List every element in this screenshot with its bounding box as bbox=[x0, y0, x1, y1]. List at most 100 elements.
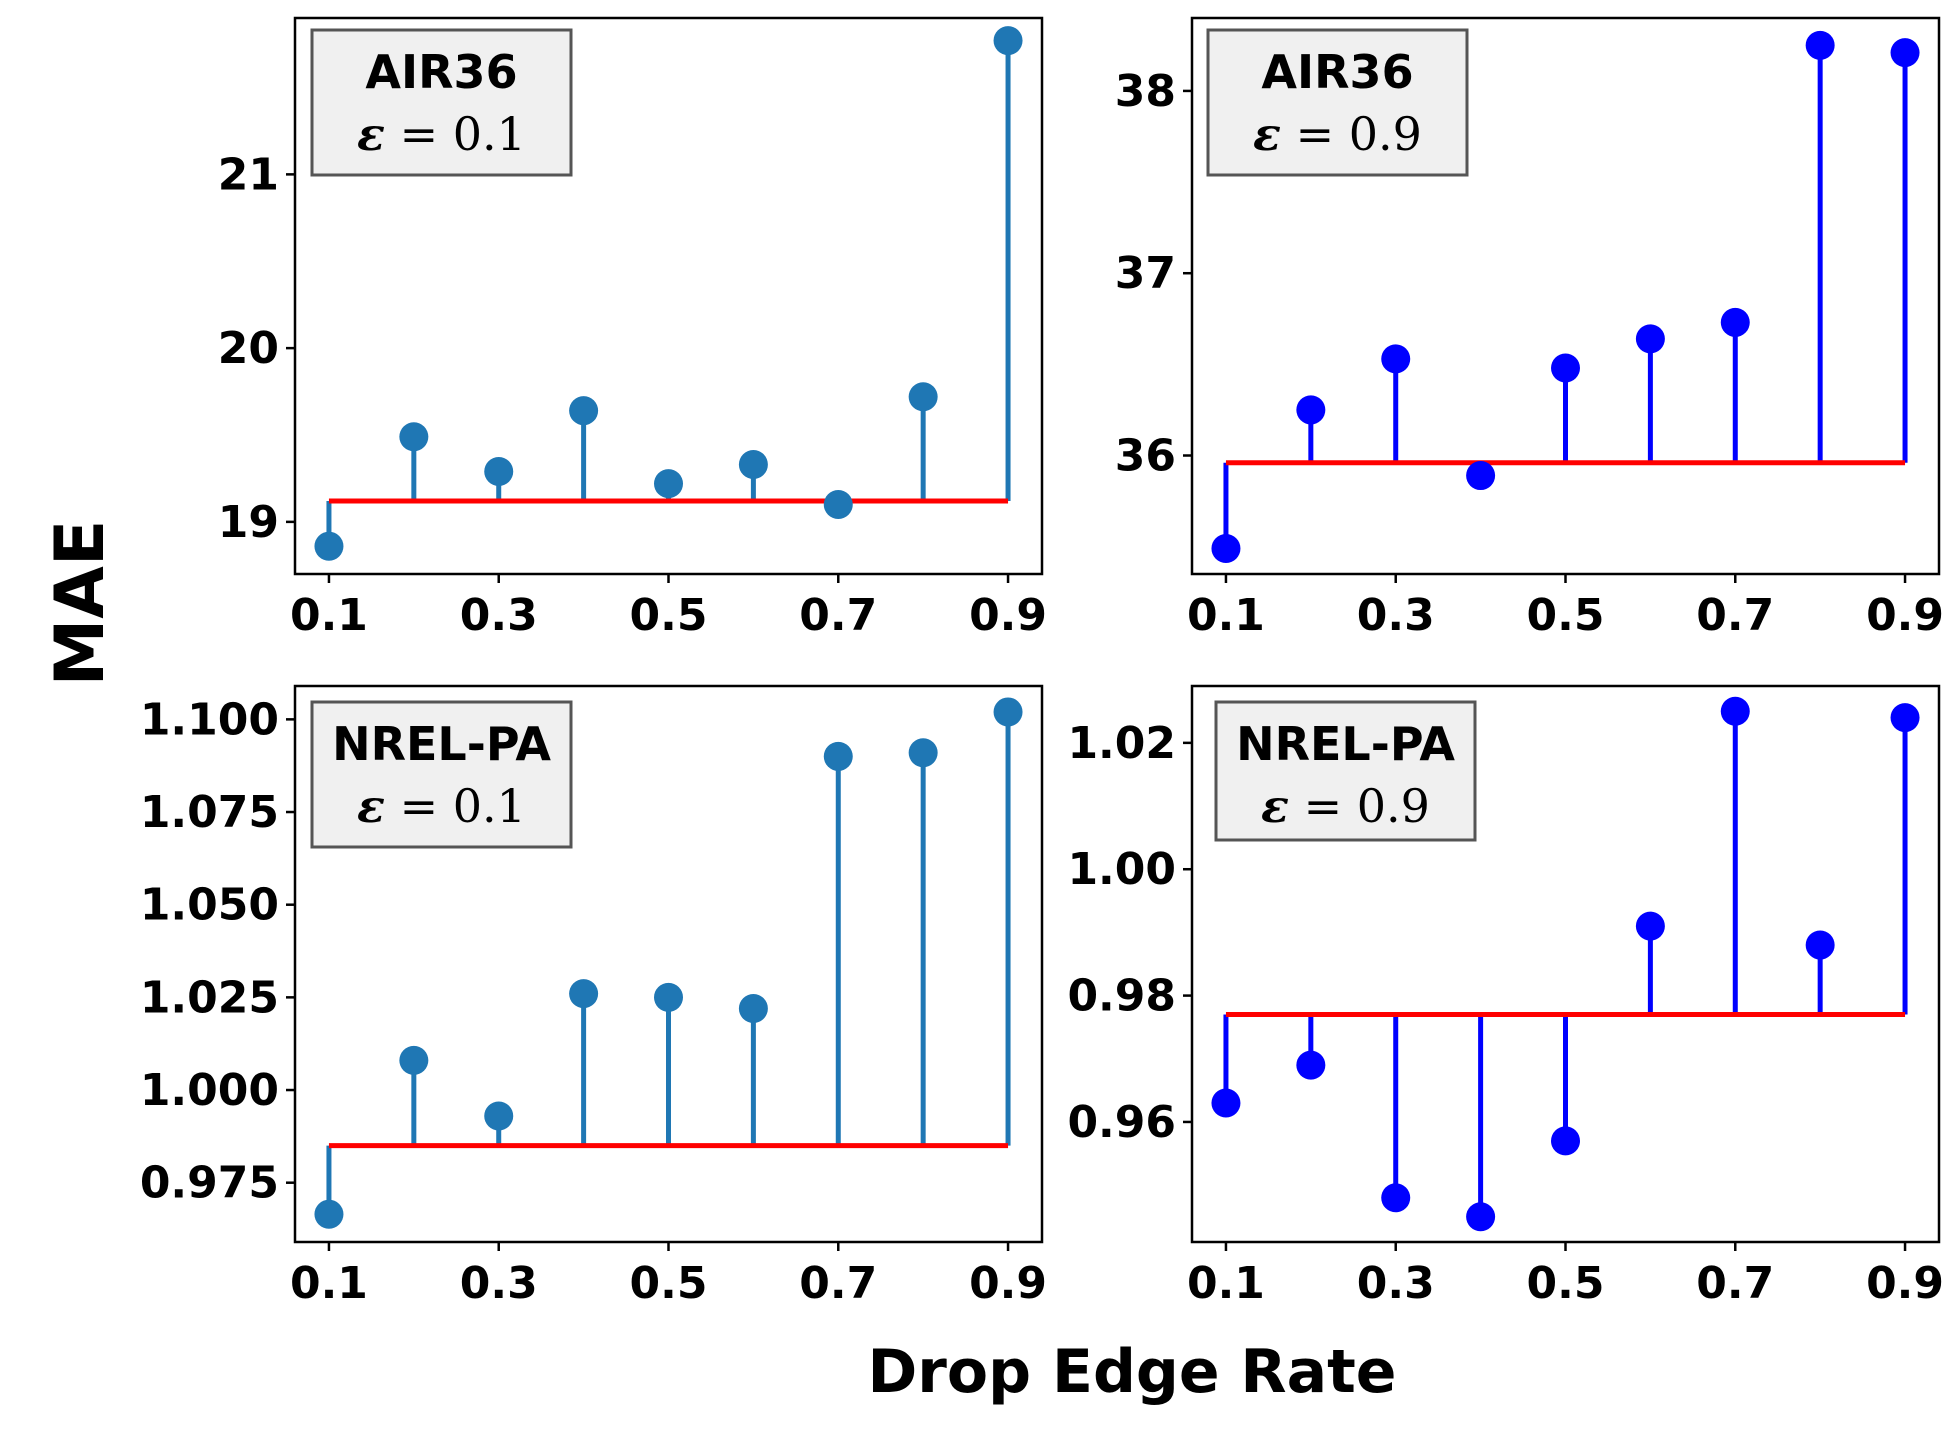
y-tick-label: 1.025 bbox=[140, 972, 279, 1023]
x-tick-label: 0.1 bbox=[290, 590, 368, 641]
y-tick-label: 1.100 bbox=[140, 694, 279, 745]
figure-x-label: Drop Edge Rate bbox=[868, 1337, 1397, 1407]
y-tick-label: 20 bbox=[218, 323, 279, 374]
x-tick-label: 0.5 bbox=[630, 1258, 708, 1309]
stem-marker bbox=[908, 382, 938, 412]
x-tick-label: 0.9 bbox=[969, 1258, 1047, 1309]
panel-4: 0.1 0.3 0.5 0.7 0.9 0.96 0.98 1.00 1.02 NREL-PA ε … bbox=[1067, 684, 1944, 1309]
epsilon-value: = 0.1 bbox=[385, 107, 526, 161]
legend-dataset-label: AIR36 bbox=[1261, 45, 1413, 99]
x-tick-label: 0.7 bbox=[799, 590, 877, 641]
epsilon-value: = 0.9 bbox=[1281, 107, 1422, 161]
stem-marker bbox=[1551, 1126, 1580, 1156]
stem-marker bbox=[654, 469, 683, 499]
stem-marker bbox=[738, 993, 768, 1023]
y-tick-label: 1.000 bbox=[140, 1065, 279, 1116]
legend-box bbox=[310, 28, 573, 177]
epsilon-symbol: ε bbox=[357, 107, 385, 161]
stem-marker bbox=[1466, 461, 1496, 491]
stem-marker bbox=[1381, 344, 1411, 374]
panel-2: 0.1 0.3 0.5 0.7 0.9 36 37 38 AIR36 ε = 0.9 bbox=[1115, 16, 1944, 641]
y-tick-label: 1.02 bbox=[1067, 718, 1176, 769]
stem-marker bbox=[569, 396, 599, 426]
stem-marker bbox=[399, 1045, 429, 1075]
legend-dataset-label: AIR36 bbox=[365, 45, 517, 99]
stem-marker bbox=[1890, 38, 1920, 68]
legend-box bbox=[1214, 700, 1477, 842]
x-tick-label: 0.5 bbox=[630, 590, 708, 641]
stem-marker bbox=[738, 450, 768, 480]
epsilon-symbol: ε bbox=[357, 779, 385, 833]
stem-marker bbox=[1805, 930, 1835, 960]
stem-marker bbox=[993, 697, 1023, 727]
stem-marker bbox=[654, 982, 683, 1012]
stem-marker bbox=[1296, 1050, 1326, 1080]
stem-marker bbox=[399, 422, 429, 452]
x-tick-label: 0.9 bbox=[969, 590, 1047, 641]
y-tick-label: 0.98 bbox=[1067, 971, 1176, 1022]
panel-3: 0.1 0.3 0.5 0.7 0.9 0.975 1.000 1.025 1.050 1.075… bbox=[140, 684, 1047, 1309]
x-tick-label: 0.5 bbox=[1527, 1258, 1605, 1309]
stem-marker bbox=[823, 490, 853, 519]
legend-dataset-label: NREL-PA bbox=[332, 717, 551, 771]
y-tick-label: 1.050 bbox=[140, 880, 279, 931]
stem-marker bbox=[1296, 395, 1326, 425]
stem-marker bbox=[1466, 1202, 1496, 1232]
x-tick-label: 0.7 bbox=[799, 1258, 877, 1309]
y-tick-label: 37 bbox=[1115, 248, 1176, 299]
panel-1: 0.1 0.3 0.5 0.7 0.9 19 20 21 AIR36 ε = 0.1 bbox=[218, 16, 1047, 641]
stem-marker bbox=[823, 741, 853, 771]
y-tick-label: 0.96 bbox=[1067, 1097, 1176, 1148]
x-tick-label: 0.3 bbox=[460, 1258, 538, 1309]
epsilon-symbol: ε bbox=[1253, 107, 1281, 161]
legend-epsilon-label: ε = 0.1 bbox=[357, 107, 526, 161]
x-tick-label: 0.1 bbox=[290, 1258, 368, 1309]
legend-box bbox=[1206, 28, 1469, 177]
epsilon-value: = 0.1 bbox=[385, 779, 526, 833]
stem-marker bbox=[569, 979, 599, 1009]
x-tick-label: 0.7 bbox=[1696, 1258, 1774, 1309]
stem-marker bbox=[1720, 307, 1750, 337]
y-tick-label: 0.975 bbox=[140, 1158, 279, 1209]
stem-marker bbox=[1720, 696, 1750, 726]
legend-epsilon-label: ε = 0.9 bbox=[1261, 779, 1430, 833]
stem-marker bbox=[484, 1101, 514, 1131]
legend-epsilon-label: ε = 0.9 bbox=[1253, 107, 1422, 161]
stem-marker bbox=[1805, 30, 1835, 60]
figure-y-label: MAE bbox=[41, 520, 120, 687]
y-tick-label: 36 bbox=[1115, 431, 1176, 482]
stem-marker bbox=[1551, 353, 1580, 383]
stem-marker bbox=[908, 738, 938, 768]
stem-marker bbox=[484, 456, 514, 486]
y-tick-label: 1.00 bbox=[1067, 844, 1176, 895]
stem-marker bbox=[1381, 1183, 1411, 1213]
x-tick-label: 0.1 bbox=[1187, 1258, 1265, 1309]
stem-marker bbox=[993, 26, 1023, 56]
stem-marker bbox=[1211, 1088, 1241, 1118]
y-tick-label: 1.075 bbox=[140, 787, 279, 838]
legend-dataset-label: NREL-PA bbox=[1236, 717, 1455, 771]
x-tick-label: 0.3 bbox=[460, 590, 538, 641]
x-tick-label: 0.1 bbox=[1187, 590, 1265, 641]
legend-epsilon-label: ε = 0.1 bbox=[357, 779, 526, 833]
stem-marker bbox=[1890, 703, 1920, 733]
stem-marker bbox=[1635, 324, 1665, 354]
y-tick-label: 21 bbox=[218, 149, 279, 200]
y-tick-label: 38 bbox=[1115, 66, 1176, 117]
stem-marker bbox=[314, 531, 344, 561]
x-tick-label: 0.9 bbox=[1866, 590, 1944, 641]
epsilon-symbol: ε bbox=[1261, 779, 1289, 833]
x-tick-label: 0.3 bbox=[1357, 1258, 1435, 1309]
x-tick-label: 0.7 bbox=[1696, 590, 1774, 641]
stem-marker bbox=[314, 1199, 344, 1229]
legend-box bbox=[310, 700, 573, 849]
stem-marker bbox=[1211, 533, 1241, 563]
x-tick-label: 0.5 bbox=[1527, 590, 1605, 641]
epsilon-value: = 0.9 bbox=[1289, 779, 1430, 833]
stem-marker bbox=[1635, 911, 1665, 941]
x-tick-label: 0.3 bbox=[1357, 590, 1435, 641]
y-tick-label: 19 bbox=[218, 497, 279, 548]
x-tick-label: 0.9 bbox=[1866, 1258, 1944, 1309]
